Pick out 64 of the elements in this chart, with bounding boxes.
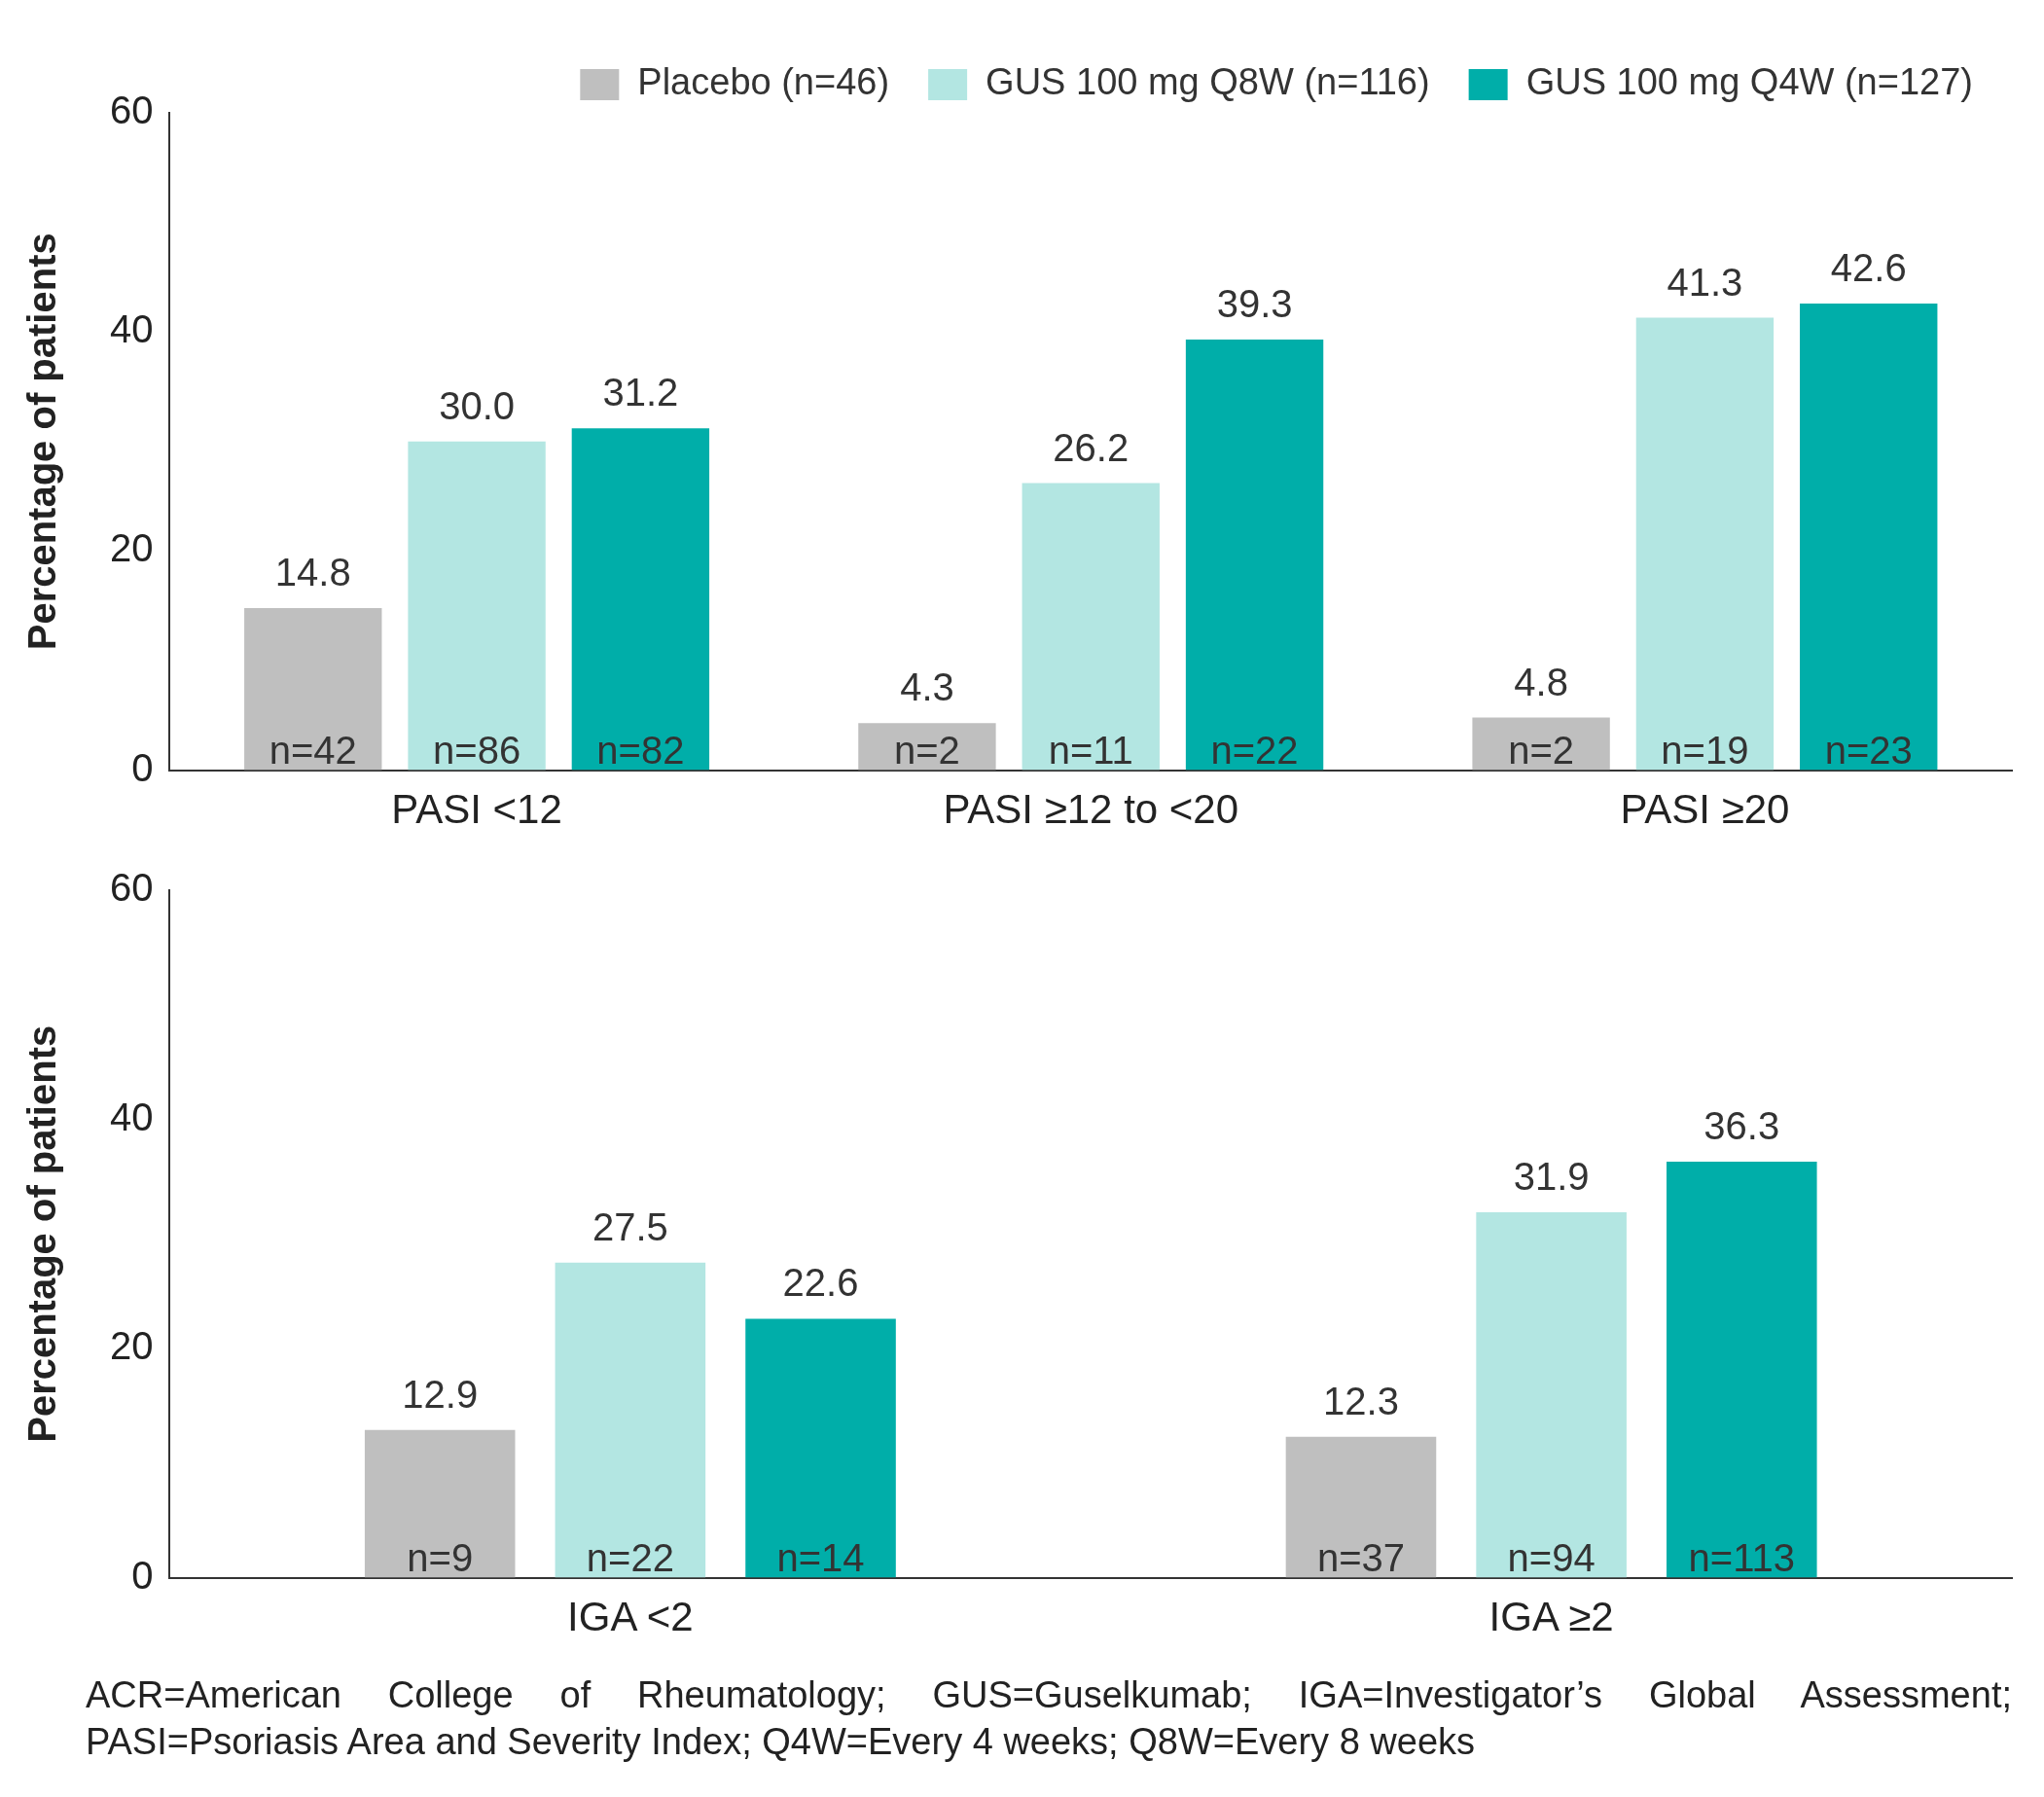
data-label: 31.2 bbox=[602, 371, 679, 414]
text: ACR=American College of Rheumatology; GUS=Guselkumab; IGA=Investigator’s Global Assessment; PASI=Psoriasis Area and Severity Index; Q4W=Every 4 weeks; Q8W=Every 8 weeks bbox=[85, 1673, 2013, 1764]
legend-label: GUS 100 mg Q4W (n=127) bbox=[1525, 61, 1973, 103]
y-tick-label: 20 bbox=[109, 526, 154, 570]
data-label: 26.2 bbox=[1053, 425, 1130, 469]
data-label: 22.6 bbox=[782, 1261, 859, 1305]
bar bbox=[1472, 717, 1610, 771]
bar bbox=[1635, 317, 1775, 771]
data-label: 42.6 bbox=[1830, 245, 1907, 289]
annotation: n=22 bbox=[586, 1535, 674, 1579]
y-axis-title: Percentage of patients bbox=[20, 233, 64, 651]
data-label: 4.3 bbox=[900, 665, 954, 709]
data-label: 14.8 bbox=[274, 550, 351, 593]
bar bbox=[244, 607, 382, 771]
x-tick-label: IGA ≥2 bbox=[1488, 1594, 1614, 1640]
x-tick-label: IGA <2 bbox=[567, 1594, 694, 1640]
y-tick-label: 0 bbox=[131, 745, 154, 789]
annotation: n=22 bbox=[1210, 728, 1299, 772]
y-tick-label: 40 bbox=[109, 307, 154, 351]
x-tick-label: PASI <12 bbox=[391, 786, 562, 833]
bar bbox=[745, 1318, 896, 1578]
annotation: n=19 bbox=[1661, 728, 1749, 772]
y-tick-label: 60 bbox=[109, 866, 154, 910]
bar bbox=[1185, 340, 1324, 771]
data-label: 39.3 bbox=[1216, 282, 1293, 326]
bar bbox=[1285, 1436, 1437, 1578]
bar bbox=[408, 441, 546, 771]
annotation: n=9 bbox=[407, 1535, 474, 1579]
data-label: 4.8 bbox=[1514, 660, 1568, 703]
legend-label: GUS 100 mg Q8W (n=116) bbox=[986, 61, 1430, 103]
bar bbox=[555, 1262, 706, 1578]
data-label: 30.0 bbox=[439, 383, 516, 427]
legend-label: Placebo (n=46) bbox=[637, 61, 890, 103]
bar bbox=[1800, 303, 1938, 771]
annotation: n=14 bbox=[776, 1535, 865, 1579]
annotation: n=94 bbox=[1507, 1535, 1596, 1579]
data-label: 12.9 bbox=[402, 1372, 479, 1416]
y-tick-label: 60 bbox=[109, 89, 154, 132]
annotation: n=2 bbox=[1508, 728, 1575, 772]
data-label: 41.3 bbox=[1667, 260, 1743, 304]
annotation: n=86 bbox=[433, 728, 521, 772]
annotation: n=23 bbox=[1824, 728, 1913, 772]
bar bbox=[364, 1429, 516, 1578]
y-tick-label: 40 bbox=[109, 1095, 154, 1138]
bar bbox=[858, 723, 996, 771]
bar bbox=[1476, 1211, 1627, 1578]
data-label: 31.9 bbox=[1513, 1154, 1590, 1198]
annotation: n=82 bbox=[596, 728, 685, 772]
bar bbox=[1667, 1162, 1817, 1578]
bar bbox=[571, 428, 710, 771]
y-tick-label: 20 bbox=[109, 1324, 154, 1368]
y-axis-title: Percentage of patients bbox=[20, 1024, 64, 1443]
bar bbox=[1022, 483, 1160, 771]
annotation: n=42 bbox=[269, 728, 357, 772]
x-tick-label: PASI ≥20 bbox=[1620, 786, 1790, 833]
data-label: 27.5 bbox=[592, 1204, 668, 1248]
annotation: n=113 bbox=[1688, 1535, 1795, 1579]
data-label: 12.3 bbox=[1323, 1379, 1399, 1422]
y-tick-label: 0 bbox=[131, 1553, 154, 1597]
annotation: n=37 bbox=[1316, 1535, 1406, 1579]
annotation: n=2 bbox=[894, 728, 960, 772]
annotation: n=11 bbox=[1048, 728, 1133, 772]
x-tick-label: PASI ≥12 to <20 bbox=[943, 786, 1239, 833]
data-label: 36.3 bbox=[1703, 1104, 1780, 1148]
